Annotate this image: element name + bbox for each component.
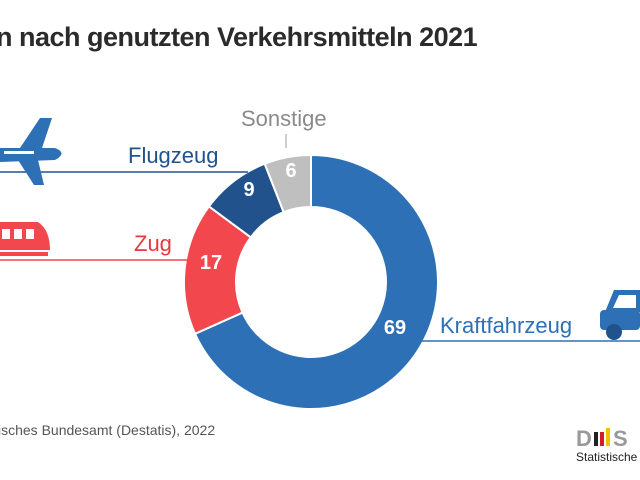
train-icon xyxy=(0,222,50,256)
label-sonstige: Sonstige xyxy=(241,106,327,131)
slice-sonstige xyxy=(263,153,312,214)
chart-title: n nach genutzten Verkehrsmitteln 2021 xyxy=(0,22,478,52)
car-icon xyxy=(600,290,640,340)
label-flugzeug: Flugzeug xyxy=(128,143,219,168)
svg-text:S: S xyxy=(613,426,628,451)
destatis-logo: D S xyxy=(576,426,628,451)
source-note: isches Bundesamt (Destatis), 2022 xyxy=(0,422,216,438)
svg-text:D: D xyxy=(576,426,592,451)
airplane-icon xyxy=(0,118,62,185)
value-kraftfahrzeug: 69 xyxy=(384,317,406,339)
value-sonstige: 6 xyxy=(285,160,296,182)
label-kraftfahrzeug: Kraftfahrzeug xyxy=(440,313,572,338)
label-zug: Zug xyxy=(134,231,172,256)
logo-text: Statistische xyxy=(576,450,638,464)
value-zug: 17 xyxy=(200,252,222,274)
slice-kraftfahrzeug xyxy=(193,153,439,410)
value-flugzeug: 9 xyxy=(243,179,254,201)
